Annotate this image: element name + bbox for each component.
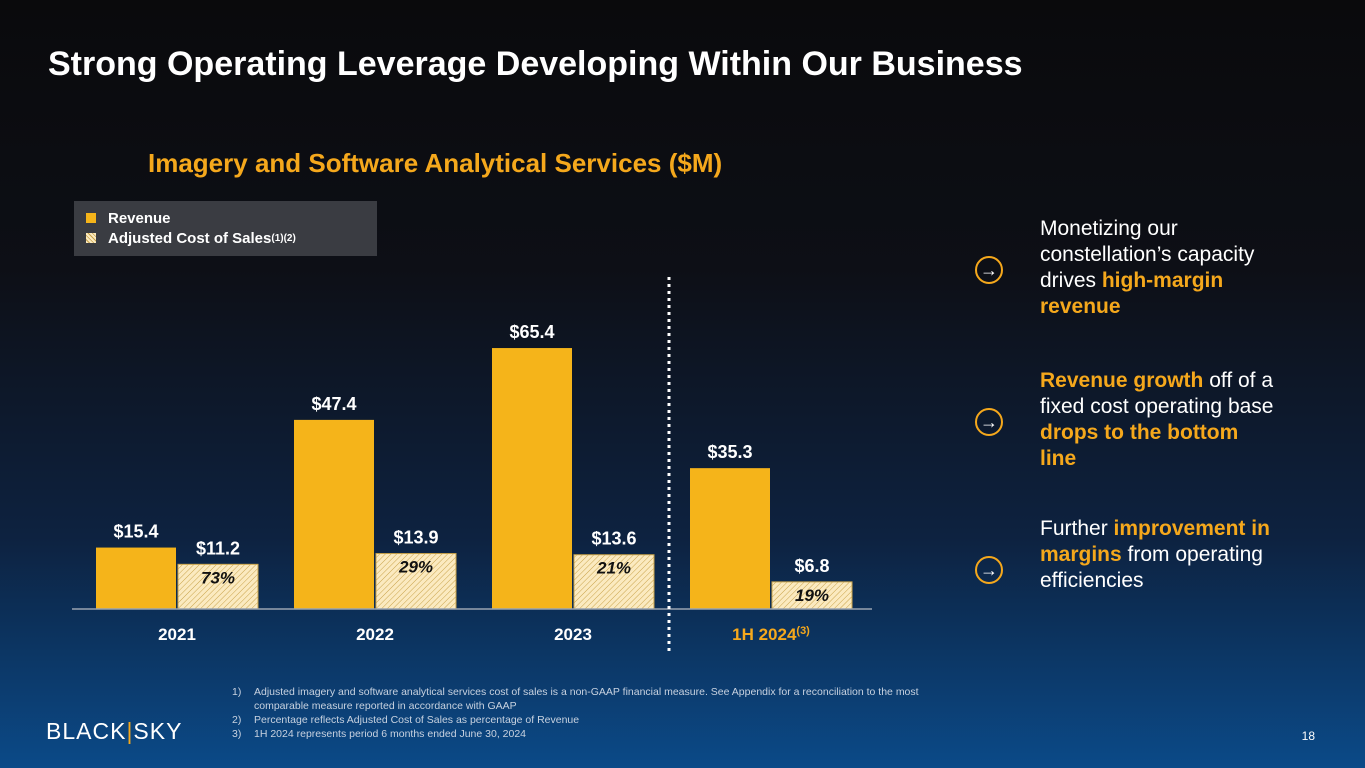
arrow-icon: → <box>975 408 1003 436</box>
page-number: 18 <box>1301 729 1315 743</box>
legend: Revenue Adjusted Cost of Sales (1)(2) <box>74 201 377 256</box>
legend-item-revenue: Revenue <box>86 208 377 228</box>
cost-percent-label: 73% <box>201 568 235 587</box>
cost-bar <box>573 554 655 610</box>
legend-swatch <box>86 213 96 223</box>
cost-label: $13.9 <box>393 528 438 548</box>
bullet-text: Revenue growth off of a fixed cost opera… <box>1040 369 1274 470</box>
cost-label: $6.8 <box>794 556 829 576</box>
cost-percent-label: 29% <box>398 558 433 577</box>
footnote: 1) Adjusted imagery and software analytic… <box>232 686 919 712</box>
arrow-icon: → <box>975 256 1003 284</box>
footnote: 3) 1H 2024 represents period 6 months end… <box>232 728 527 740</box>
x-tick-label: 2022 <box>356 625 394 644</box>
cost-percent-label: 19% <box>795 586 829 605</box>
revenue-bar <box>690 468 770 609</box>
x-tick-label: 2021 <box>158 625 196 644</box>
cost-label: $13.6 <box>591 529 636 549</box>
revenue-label: $47.4 <box>311 394 356 414</box>
blacksky-logo: BLACK|SKY <box>46 718 183 744</box>
cost-label: $11.2 <box>196 538 240 558</box>
revenue-bar <box>492 348 572 609</box>
revenue-bar <box>294 419 374 609</box>
legend-swatch <box>86 233 96 243</box>
revenue-bar <box>96 547 176 609</box>
cost-percent-label: 21% <box>596 559 631 578</box>
cost-bar <box>177 563 259 610</box>
revenue-label: $15.4 <box>113 522 158 542</box>
revenue-label: $65.4 <box>509 322 554 342</box>
bullet-text: Monetizing our constellation’s capacity … <box>1040 217 1255 318</box>
page-title: Strong Operating Leverage Developing Wit… <box>48 45 1023 83</box>
footnotes: 1) Adjusted imagery and software analytic… <box>232 685 952 741</box>
x-tick-label: 2023 <box>554 625 592 644</box>
chart-title: Imagery and Software Analytical Services… <box>148 148 723 178</box>
revenue-label: $35.3 <box>707 442 752 462</box>
cost-bar <box>375 553 457 610</box>
legend-item-cost: Adjusted Cost of Sales (1)(2) <box>86 228 377 248</box>
footnote: 2) Percentage reflects Adjusted Cost of S… <box>232 714 580 726</box>
x-tick-label: 1H 2024(3) <box>732 625 810 644</box>
bullet-text: Further improvement in margins from oper… <box>1040 517 1270 592</box>
arrow-icon: → <box>975 556 1003 584</box>
